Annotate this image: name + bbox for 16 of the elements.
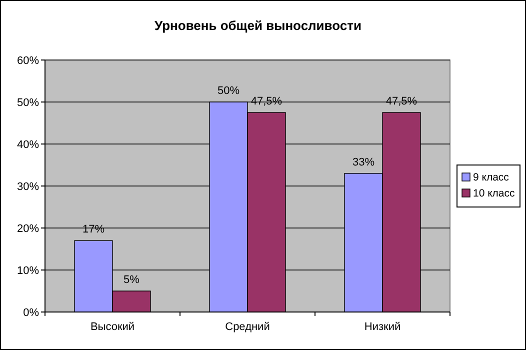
x-tick-label: Средний bbox=[225, 321, 270, 333]
chart-title: Урновень общей выносливости bbox=[154, 18, 362, 33]
x-tick-label: Низкий bbox=[364, 321, 401, 333]
x-tick-label: Высокий bbox=[90, 321, 135, 333]
data-label: 5% bbox=[124, 274, 140, 286]
y-tick-label: 0% bbox=[23, 306, 40, 319]
data-label: 33% bbox=[352, 156, 375, 168]
y-tick-label: 20% bbox=[16, 222, 40, 235]
legend-label: 9 класс bbox=[473, 172, 509, 184]
y-tick-label: 40% bbox=[16, 138, 40, 151]
y-tick-label: 50% bbox=[16, 96, 40, 109]
y-tick-label: 10% bbox=[16, 264, 40, 277]
y-tick-label: 30% bbox=[16, 180, 40, 193]
y-tick-label: 60% bbox=[16, 54, 40, 67]
data-label: 50% bbox=[217, 85, 240, 97]
legend-label: 10 класс bbox=[473, 188, 515, 200]
